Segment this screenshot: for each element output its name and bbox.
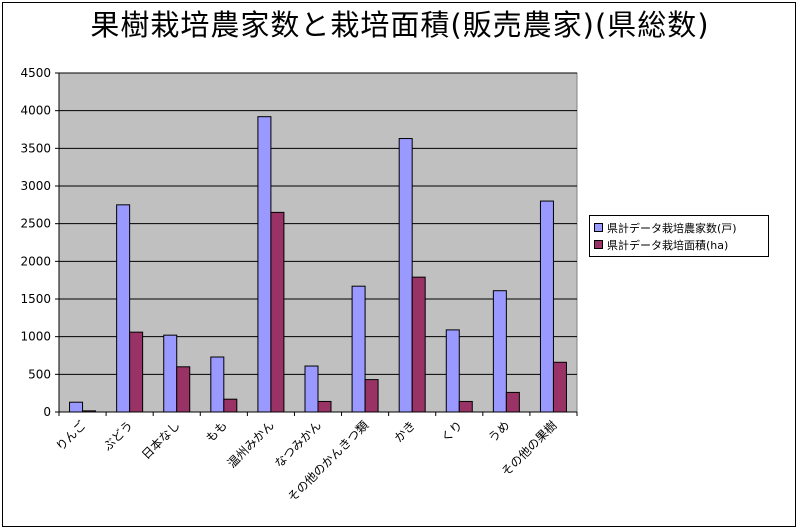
bar — [364, 379, 379, 413]
bar — [257, 116, 272, 413]
x-tick-label: かき — [391, 418, 418, 445]
y-tick-label: 500 — [28, 367, 51, 381]
bar — [411, 276, 426, 413]
y-tick-label: 2000 — [20, 254, 51, 268]
bar — [210, 356, 225, 413]
x-tick-label: りんご — [53, 418, 89, 454]
chart-title: 果樹栽培農家数と栽培面積(販売農家)(県総数) — [90, 8, 710, 42]
bar — [82, 410, 97, 413]
x-tick-label: ぶどう — [100, 418, 135, 453]
bar — [129, 331, 144, 413]
chart-legend: 県計データ栽培農家数(戸) 県計データ栽培面積(ha) — [589, 215, 769, 257]
y-tick-label: 2500 — [20, 217, 51, 231]
legend-swatch-households — [594, 223, 603, 232]
bar — [223, 398, 238, 413]
x-tick-label: 日本なし — [139, 418, 183, 462]
y-tick-label: 4500 — [20, 66, 51, 80]
bar — [304, 365, 319, 413]
x-tick-label: うめ — [486, 418, 513, 445]
y-tick-label: 0 — [43, 405, 51, 419]
bar — [492, 290, 507, 413]
bar — [270, 211, 285, 413]
legend-swatch-area — [594, 240, 603, 249]
bar — [116, 204, 131, 413]
bar — [176, 366, 191, 413]
y-tick-label: 3000 — [20, 179, 51, 193]
legend-label-households: 県計データ栽培農家数(戸) — [607, 221, 737, 235]
bar — [458, 400, 473, 413]
y-tick-label: 3500 — [20, 141, 51, 155]
bar — [351, 285, 366, 413]
bar — [552, 361, 567, 413]
bar — [505, 391, 520, 413]
legend-label-area: 県計データ栽培面積(ha) — [607, 238, 729, 252]
y-tick-label: 1000 — [20, 330, 51, 344]
y-tick-label: 4000 — [20, 104, 51, 118]
bar — [317, 400, 332, 413]
x-tick-label: くり — [439, 418, 466, 445]
x-tick-label: もも — [203, 418, 230, 445]
y-tick-label: 1500 — [20, 292, 51, 306]
bar — [539, 200, 554, 413]
legend-item-area: 県計データ栽培面積(ha) — [594, 236, 764, 253]
bar — [445, 329, 460, 413]
legend-item-households: 県計データ栽培農家数(戸) — [594, 219, 764, 236]
bar — [163, 334, 178, 413]
bar — [398, 138, 413, 413]
bar — [69, 401, 84, 413]
x-tick-label: 温州みかん — [225, 418, 277, 470]
x-tick-label: その他のかんきつ類 — [285, 418, 371, 504]
